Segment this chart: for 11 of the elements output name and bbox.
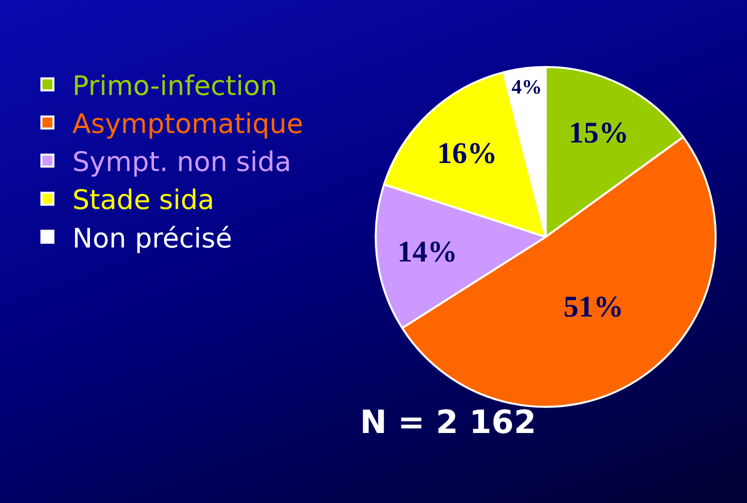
data-label: 16% xyxy=(437,136,498,170)
legend-label: Stade sida xyxy=(72,185,214,216)
legend-label: Non précisé xyxy=(72,223,232,254)
data-label: 51% xyxy=(563,290,624,324)
data-label: 15% xyxy=(568,116,629,150)
legend-label: Asymptomatique xyxy=(72,109,304,140)
data-label: 4% xyxy=(512,76,542,99)
text: N = 2 162 xyxy=(360,403,536,441)
legend-label: Primo-infection xyxy=(72,70,278,102)
legend-label: Sympt. non sida xyxy=(72,147,292,178)
data-label: 14% xyxy=(397,235,458,268)
